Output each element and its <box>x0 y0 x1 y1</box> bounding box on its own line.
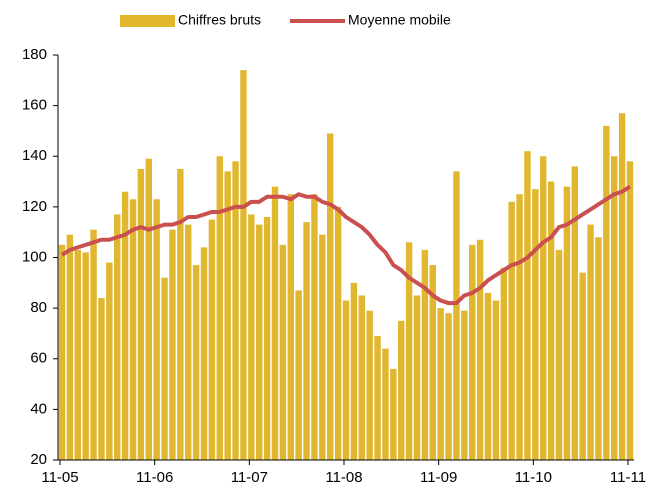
bar <box>121 191 129 460</box>
bar <box>618 113 626 460</box>
x-tick-label: 11-05 <box>41 469 78 486</box>
bar <box>571 166 578 460</box>
bar <box>366 310 373 460</box>
bar <box>74 249 81 460</box>
y-tick-label: 60 <box>30 350 47 367</box>
y-tick-label: 20 <box>30 451 47 468</box>
bar <box>611 156 618 460</box>
bar <box>429 265 436 460</box>
bar <box>287 194 294 460</box>
x-tick-label: 11-10 <box>515 469 552 486</box>
bar <box>185 224 192 460</box>
bar <box>224 171 231 460</box>
bar <box>555 249 563 460</box>
bar <box>327 133 334 460</box>
y-tick-label: 140 <box>22 147 47 164</box>
bar <box>311 194 318 460</box>
bar <box>603 125 610 460</box>
bar <box>563 186 571 460</box>
bar <box>129 199 137 460</box>
bar <box>524 151 531 460</box>
bar <box>461 310 468 460</box>
bar <box>413 295 421 460</box>
bar <box>58 244 66 460</box>
y-tick-label: 180 <box>22 46 47 63</box>
bar <box>492 300 500 460</box>
bar <box>82 252 89 460</box>
bar <box>342 300 350 460</box>
bar <box>66 234 74 460</box>
bar <box>587 224 594 460</box>
bar <box>334 206 342 460</box>
bar <box>500 267 507 460</box>
bar <box>445 313 452 460</box>
bar <box>453 171 460 460</box>
bar <box>540 156 547 460</box>
x-tick-label: 11-11 <box>610 469 646 486</box>
bar <box>106 262 113 460</box>
bar <box>216 156 223 460</box>
x-tick-label: 11-08 <box>325 469 362 486</box>
bar <box>350 282 358 460</box>
bar <box>532 189 539 460</box>
bar <box>516 194 523 460</box>
bar <box>595 237 602 460</box>
bar <box>405 242 413 460</box>
bar <box>90 229 97 460</box>
bar <box>200 247 208 460</box>
bar <box>98 298 105 460</box>
bar <box>256 224 263 460</box>
bar <box>547 181 555 460</box>
y-tick-label: 80 <box>30 299 47 316</box>
x-tick-label: 11-07 <box>231 469 268 486</box>
bar <box>319 234 326 460</box>
bar <box>137 168 145 460</box>
bar <box>295 290 302 460</box>
bar <box>476 239 484 460</box>
y-tick-label: 160 <box>22 97 47 114</box>
bar <box>382 348 389 460</box>
bar <box>232 161 239 460</box>
bar <box>421 249 429 460</box>
bar <box>358 295 365 460</box>
bar <box>153 199 160 460</box>
bar <box>469 244 476 460</box>
y-tick-label: 40 <box>30 400 47 417</box>
bar <box>208 219 216 460</box>
bar <box>390 368 397 460</box>
line <box>60 184 632 306</box>
bar <box>145 158 152 460</box>
bar <box>303 222 310 460</box>
bar <box>161 277 168 460</box>
bar <box>508 201 515 460</box>
legend-label: Chiffres bruts <box>178 12 261 28</box>
bar <box>169 229 176 460</box>
y-tick-label: 100 <box>22 248 47 265</box>
bar <box>192 265 200 460</box>
x-tick-label: 11-06 <box>136 469 173 486</box>
bar <box>177 168 184 460</box>
bar <box>271 186 279 460</box>
legend-label: Moyenne mobile <box>348 12 451 28</box>
x-tick-label: 11-09 <box>420 469 457 486</box>
bar <box>374 335 381 460</box>
bar <box>579 272 586 460</box>
bar <box>114 214 121 460</box>
bar <box>279 244 287 460</box>
bar <box>398 320 405 460</box>
legend-swatch <box>120 15 175 27</box>
bar <box>240 70 247 460</box>
bar <box>626 161 634 460</box>
bar <box>437 308 444 460</box>
bar <box>248 214 255 460</box>
bar <box>484 292 492 460</box>
y-tick-label: 120 <box>22 198 47 215</box>
bar <box>263 217 271 460</box>
